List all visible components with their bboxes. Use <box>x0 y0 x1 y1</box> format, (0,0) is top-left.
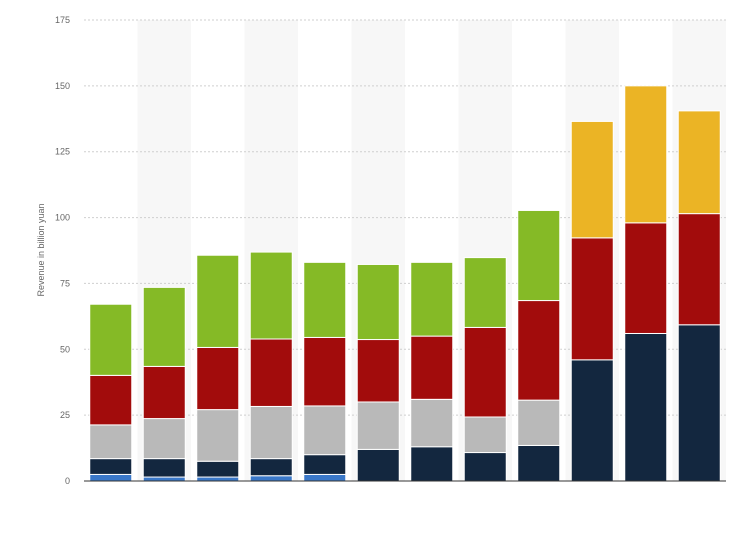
bar-segment <box>463 257 507 328</box>
y-axis-label: Revenue in billion yuan <box>36 203 46 296</box>
y-tick-label: 75 <box>60 278 70 288</box>
y-tick-label: 25 <box>60 410 70 420</box>
bar-segment <box>624 85 668 224</box>
bar-segment <box>356 448 400 482</box>
bar-segment <box>677 110 721 215</box>
bar-segment <box>410 261 454 337</box>
bar-segment <box>196 346 240 411</box>
bar-segment <box>356 339 400 403</box>
bar-segment <box>517 300 561 401</box>
bar-segment <box>303 405 347 456</box>
bar-segment <box>142 458 186 478</box>
bar-segment <box>570 237 614 361</box>
bar-segment <box>356 263 400 341</box>
bar-segment <box>249 251 293 340</box>
bar-segment <box>249 475 293 482</box>
bar-segment <box>89 424 133 460</box>
bar-segment <box>142 286 186 367</box>
bar-segment <box>303 336 347 407</box>
bar-segment <box>410 335 454 400</box>
y-tick-label: 0 <box>65 476 70 486</box>
bar-segment <box>624 222 668 334</box>
bar-segment <box>677 324 721 482</box>
bar-segment <box>517 444 561 482</box>
y-tick-label: 100 <box>55 213 70 223</box>
bar-segment <box>89 374 133 426</box>
bar-segment <box>196 476 240 482</box>
bar-segment <box>677 213 721 326</box>
bar-segment <box>303 454 347 475</box>
y-tick-label: 50 <box>60 344 70 354</box>
bar-segment <box>142 365 186 420</box>
bar-segment <box>196 254 240 348</box>
bar-segment <box>249 338 293 407</box>
bar-segment <box>463 416 507 454</box>
bar-segment <box>249 458 293 477</box>
bar-segment <box>570 359 614 482</box>
bar-segment <box>463 452 507 482</box>
bar-segment <box>89 473 133 482</box>
bar-segment <box>196 409 240 462</box>
bar-segment <box>142 476 186 482</box>
bar-segment <box>410 446 454 482</box>
bar-segment <box>89 303 133 376</box>
bar-segment <box>463 326 507 418</box>
bar-segment <box>249 405 293 460</box>
bar-segment <box>570 120 614 239</box>
bar-segment <box>356 401 400 450</box>
y-tick-label: 175 <box>55 15 70 25</box>
y-axis: 0 25 50 75 100 125 150 175 <box>55 15 70 486</box>
bar-segment <box>624 332 668 482</box>
bar-segment <box>517 209 561 302</box>
bar-segment <box>303 473 347 482</box>
y-tick-label: 150 <box>55 81 70 91</box>
bar-segment <box>142 418 186 460</box>
bar-segment <box>89 458 133 475</box>
bar-segment <box>410 398 454 448</box>
bar-segment <box>196 460 240 478</box>
bar-segment <box>517 399 561 446</box>
gridlines <box>84 19 726 416</box>
y-tick-label: 125 <box>55 147 70 157</box>
bar-stacks <box>89 85 721 482</box>
bar-segment <box>303 261 347 338</box>
